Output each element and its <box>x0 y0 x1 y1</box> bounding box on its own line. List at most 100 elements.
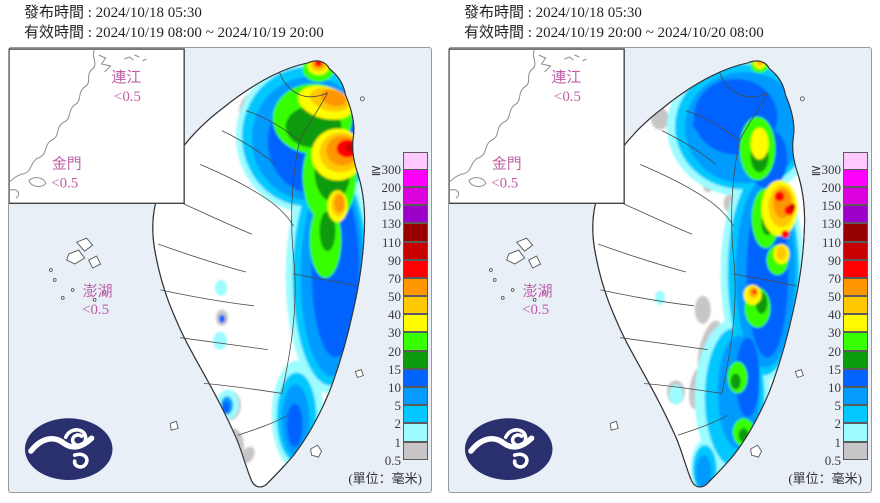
legend-row: 30 <box>364 314 428 340</box>
rain-contour <box>774 190 785 201</box>
legend-swatch <box>403 314 428 333</box>
legend-threshold: 30 <box>828 325 841 341</box>
legend-threshold: 130 <box>381 216 402 232</box>
legend-threshold: 110 <box>381 234 401 250</box>
forecast-header: 發布時間 : 2024/10/18 05:30 有效時間 : 2024/10/1… <box>448 0 872 47</box>
legend-swatch <box>843 332 868 351</box>
legend-swatch <box>843 387 868 406</box>
legend-swatch <box>403 223 428 242</box>
legend-swatch <box>403 205 428 224</box>
legend-swatch <box>403 168 428 187</box>
legend-row: 5 <box>804 387 868 413</box>
legend-threshold: 0.5 <box>384 452 401 468</box>
legend-swatch <box>843 296 868 315</box>
legend-threshold: 5 <box>394 398 402 414</box>
cwa-logo <box>25 418 113 480</box>
legend-threshold: 30 <box>388 325 401 341</box>
legend-swatch <box>843 350 868 369</box>
legend-threshold: 130 <box>821 216 842 232</box>
lienchiang-value: <0.5 <box>554 88 581 104</box>
legend-threshold: ≧300 <box>810 161 841 177</box>
legend-swatch <box>843 368 868 388</box>
legend-swatch <box>403 241 428 260</box>
issue-time: 發布時間 : 2024/10/18 05:30 <box>464 5 642 21</box>
legend-row: 0.5 <box>364 441 428 468</box>
legend-row: 150 <box>804 186 868 213</box>
legend-swatch <box>403 296 428 315</box>
legend-threshold: 40 <box>388 307 401 323</box>
legend-threshold: 200 <box>381 179 402 195</box>
rainfall-map: 連江 <0.5 金門 <0.5 澎湖 <0.5 ≧300 200 150 130 110… <box>8 46 432 493</box>
legend-row: 50 <box>364 277 428 304</box>
legend-threshold: 10 <box>828 380 841 396</box>
legend-threshold: 20 <box>828 343 841 359</box>
rain-contour <box>692 113 719 134</box>
legend-row: 1 <box>364 423 428 450</box>
rain-contour <box>222 400 230 413</box>
panel-first-period: 發布時間 : 2024/10/18 05:30 有效時間 : 2024/10/1… <box>8 0 432 493</box>
legend-row: 30 <box>804 314 868 340</box>
legend-row: 20 <box>804 332 868 359</box>
legend-swatch <box>843 223 868 242</box>
legend-swatch <box>843 259 868 278</box>
legend-row: 90 <box>804 241 868 268</box>
legend-row: 130 <box>804 205 868 231</box>
legend-row: 10 <box>804 368 868 395</box>
rain-contour <box>752 289 757 294</box>
penghu-value: <0.5 <box>522 301 549 317</box>
rain-contour <box>286 402 303 447</box>
legend-swatch <box>403 368 428 388</box>
legend-threshold: 50 <box>828 289 841 305</box>
legend-threshold: 90 <box>388 252 401 268</box>
legend-row: 0.5 <box>804 441 868 468</box>
kinmen-value: <0.5 <box>491 175 518 191</box>
rain-contour <box>651 107 669 130</box>
rain-contour <box>789 202 796 211</box>
kinmen-label: 金門 <box>52 155 82 172</box>
legend-row: ≧300 <box>364 151 428 177</box>
legend-row: 110 <box>804 223 868 250</box>
legend-swatch <box>403 423 428 442</box>
rain-contour <box>213 331 227 350</box>
valid-time: 有效時間 : 2024/10/19 08:00 ~ 2024/10/19 20:… <box>24 24 324 41</box>
legend-swatch <box>843 277 868 297</box>
legend-threshold: 15 <box>828 361 841 377</box>
legend-threshold: 1 <box>394 434 402 450</box>
legend-threshold: 2 <box>834 416 842 432</box>
legend-swatch <box>403 387 428 406</box>
legend-swatch <box>403 186 428 206</box>
legend-row: 10 <box>364 368 428 395</box>
legend-swatch <box>843 241 868 260</box>
legend-swatch <box>843 186 868 206</box>
china-coast-inset <box>9 47 185 204</box>
legend-threshold: 70 <box>388 270 401 286</box>
rainfall-legend: ≧300 200 150 130 110 90 70 50 40 30 20 15 10 5 2 1 0.5 <box>804 151 868 468</box>
rain-contour <box>694 295 711 324</box>
legend-row: 2 <box>364 405 428 431</box>
lienchiang-value: <0.5 <box>114 88 141 104</box>
penghu-value: <0.5 <box>82 301 109 317</box>
legend-swatch <box>843 405 868 424</box>
legend-threshold: 15 <box>388 361 401 377</box>
rainfall-legend: ≧300 200 150 130 110 90 70 50 40 30 20 15 10 5 2 1 0.5 <box>364 151 428 468</box>
lienchiang-label: 連江 <box>552 68 582 85</box>
unit-label: (單位：毫米) <box>788 470 862 486</box>
legend-threshold: 0.5 <box>824 452 841 468</box>
unit-label: (單位：毫米) <box>348 470 422 486</box>
legend-threshold: 90 <box>828 252 841 268</box>
legend-swatch <box>843 151 868 170</box>
rain-contour <box>750 127 769 160</box>
legend-row: 130 <box>364 205 428 231</box>
legend-row: 70 <box>804 259 868 286</box>
legend-row: 2 <box>804 405 868 431</box>
legend-threshold: 200 <box>821 179 842 195</box>
rain-contour <box>215 279 227 296</box>
legend-swatch <box>843 423 868 442</box>
legend-row: 50 <box>804 277 868 304</box>
taiwan-map-svg: 連江 <0.5 金門 <0.5 澎湖 <0.5 <box>449 47 806 488</box>
legend-row: 40 <box>804 296 868 322</box>
legend-threshold: 10 <box>388 380 401 396</box>
legend-threshold: 2 <box>394 416 402 432</box>
panel-second-period: 發布時間 : 2024/10/18 05:30 有效時間 : 2024/10/1… <box>448 0 872 493</box>
legend-threshold: 5 <box>834 398 842 414</box>
